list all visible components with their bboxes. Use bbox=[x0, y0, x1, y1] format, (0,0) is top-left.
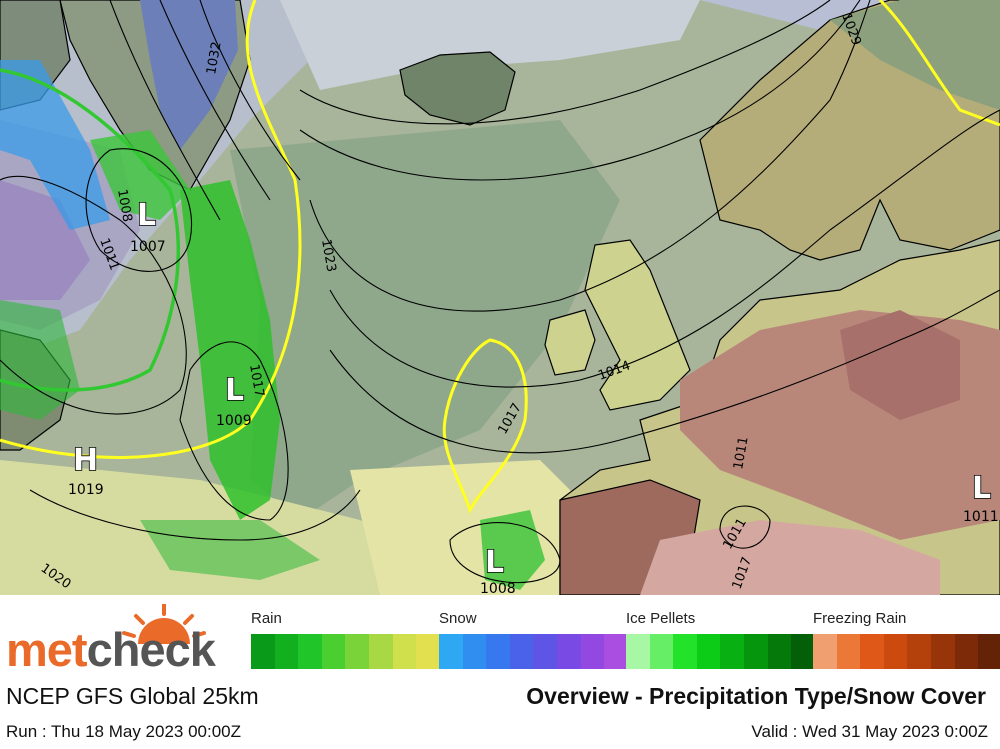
pressure-system-low: L 1007 bbox=[130, 197, 166, 255]
ireland bbox=[544, 309, 596, 376]
isobar-label: 1023 bbox=[318, 238, 339, 273]
legend-swatch bbox=[626, 634, 650, 669]
isobar-label: 1032 bbox=[204, 40, 225, 75]
legend-swatch bbox=[604, 634, 628, 669]
legend-swatch bbox=[836, 634, 861, 669]
rain-band bbox=[90, 130, 190, 220]
legend-swatch bbox=[813, 634, 837, 669]
legend-snow: Snow bbox=[439, 610, 628, 669]
legend-swatch bbox=[930, 634, 955, 669]
legend-swatch bbox=[368, 634, 393, 669]
low-pressure-marker: L bbox=[137, 198, 156, 233]
legend-swatch bbox=[251, 634, 275, 669]
legend-ice-pellets: Ice Pellets bbox=[626, 610, 815, 669]
run-time: Run : Thu 18 May 2023 00:00Z bbox=[6, 722, 242, 741]
pressure-value: 1008 bbox=[480, 581, 516, 595]
legend-swatch bbox=[486, 634, 510, 669]
legend-swatch bbox=[767, 634, 792, 669]
legend-swatch bbox=[649, 634, 674, 669]
low-pressure-marker: L bbox=[972, 471, 991, 506]
legend-swatch bbox=[439, 634, 463, 669]
legend-label-rain: Rain bbox=[251, 610, 282, 627]
legend-swatch bbox=[533, 634, 557, 669]
legend-swatch bbox=[462, 634, 487, 669]
iceland bbox=[399, 51, 516, 126]
scandinavia-north bbox=[830, 0, 1000, 110]
brand-check: check bbox=[86, 623, 216, 676]
legend-label-ice-pellets: Ice Pellets bbox=[626, 610, 696, 627]
legend-swatch bbox=[743, 634, 768, 669]
mediterranean bbox=[640, 520, 940, 595]
legend-swatch bbox=[883, 634, 908, 669]
legend-swatch bbox=[907, 634, 931, 669]
legend-swatch bbox=[673, 634, 697, 669]
isobar-label: 1017 bbox=[246, 363, 267, 398]
isobar-label: 1011 bbox=[731, 435, 752, 470]
pressure-value: 1007 bbox=[130, 239, 166, 255]
isobar-label: 1008 bbox=[114, 188, 135, 223]
snow-cover-region bbox=[280, 0, 700, 90]
low-pressure-marker: L bbox=[485, 545, 504, 580]
weather-map: 1032 1029 1023 1011 1008 1017 1017 1020 … bbox=[0, 0, 1000, 595]
rain-band bbox=[480, 510, 545, 590]
snow-cover-region bbox=[0, 180, 90, 300]
pressure-system-low: L 1009 bbox=[216, 372, 252, 429]
legend-swatch bbox=[696, 634, 721, 669]
rain-band bbox=[180, 180, 280, 520]
low-pressure-marker: L bbox=[225, 373, 244, 408]
legend-swatch bbox=[860, 634, 884, 669]
great-britain bbox=[584, 239, 691, 411]
pressure-value: 1009 bbox=[216, 413, 252, 429]
legend-swatch bbox=[978, 634, 1000, 669]
legend-swatch bbox=[416, 634, 440, 669]
pressure-value: 1011 bbox=[963, 509, 999, 525]
legend-swatches-ice-pellets bbox=[626, 634, 815, 669]
legend-rain: Rain bbox=[251, 610, 440, 669]
model-name: NCEP GFS Global 25km bbox=[6, 683, 259, 709]
snow-line bbox=[0, 68, 181, 392]
legend-swatch bbox=[580, 634, 605, 669]
isobars bbox=[0, 0, 1000, 584]
brand-met: met bbox=[6, 623, 88, 676]
legend-label-snow: Snow bbox=[439, 610, 477, 627]
ocean-band bbox=[230, 120, 620, 520]
pressure-system-low: L 1008 bbox=[480, 544, 516, 595]
legend-swatch bbox=[791, 634, 815, 669]
pressure-value: 1019 bbox=[68, 482, 104, 498]
pressure-system-low: L 1011 bbox=[963, 470, 999, 525]
metcheck-sun-logo bbox=[122, 604, 206, 644]
legend-label-freezing-rain: Freezing Rain bbox=[813, 610, 907, 627]
pressure-system-high: H 1019 bbox=[68, 442, 104, 498]
legend-freezing-rain: Freezing Rain bbox=[813, 610, 1000, 669]
freezing-line bbox=[878, 0, 1000, 127]
legend-swatch bbox=[392, 634, 417, 669]
legend-swatch bbox=[954, 634, 979, 669]
valid-time: Valid : Wed 31 May 2023 0:00Z bbox=[751, 722, 988, 741]
snow-band bbox=[0, 60, 110, 230]
brand-logo: metcheck bbox=[6, 623, 216, 676]
legend-swatch bbox=[509, 634, 534, 669]
greenland-ice bbox=[140, 0, 238, 150]
legend-swatches-snow bbox=[439, 634, 628, 669]
legend-swatch bbox=[345, 634, 369, 669]
warm-land bbox=[840, 310, 960, 420]
legend-swatch bbox=[556, 634, 581, 669]
chart-title: Overview - Precipitation Type/Snow Cover bbox=[526, 683, 986, 709]
high-pressure-marker: H bbox=[73, 443, 98, 478]
legend-swatches-freezing-rain bbox=[813, 634, 1000, 669]
rain-band bbox=[140, 520, 320, 580]
freezing-line bbox=[0, 0, 302, 459]
legend-swatch bbox=[298, 634, 322, 669]
sun-icon bbox=[122, 604, 206, 644]
legend-swatch bbox=[720, 634, 744, 669]
legend-swatch bbox=[321, 634, 346, 669]
legend-swatches-rain bbox=[251, 634, 440, 669]
freezing-line bbox=[442, 338, 528, 514]
legend-swatch bbox=[274, 634, 299, 669]
